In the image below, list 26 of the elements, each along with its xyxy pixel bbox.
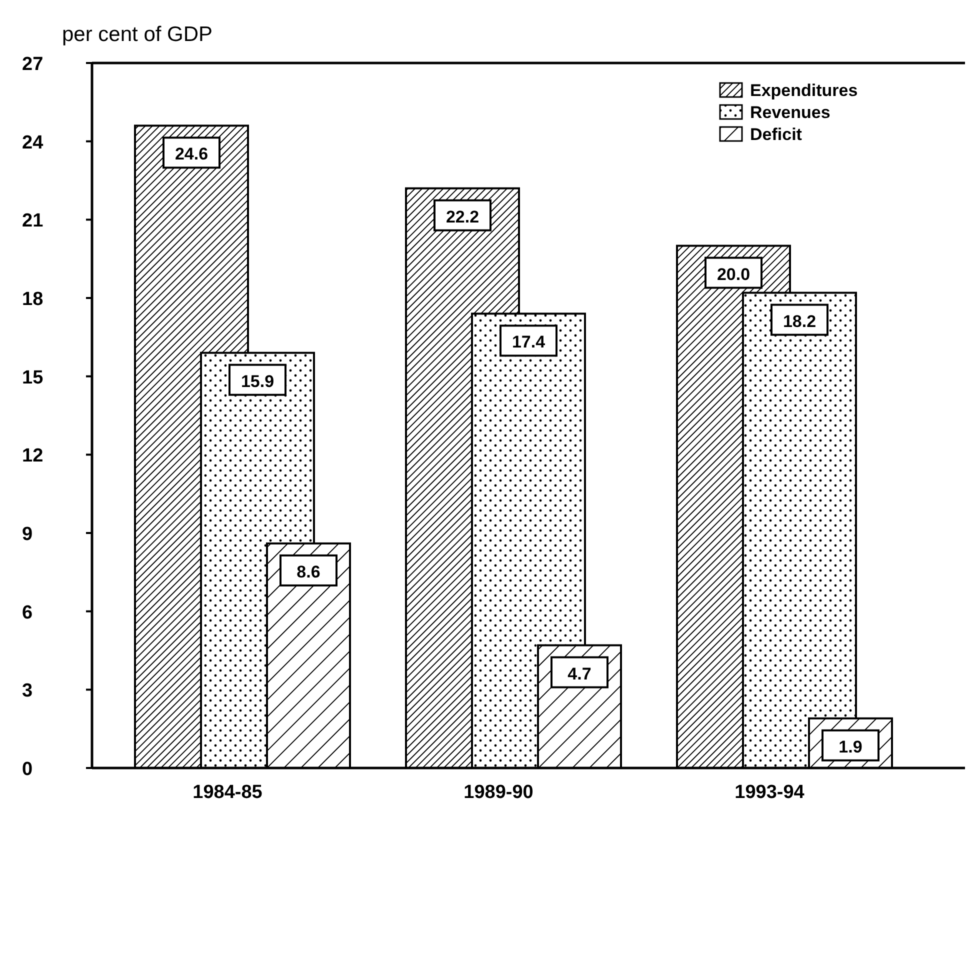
data-label: 24.6 (174, 144, 208, 164)
legend-label: Revenues (750, 103, 830, 122)
y-tick-label: 24 (22, 132, 44, 154)
data-label: 20.0 (716, 264, 750, 284)
y-tick-label: 21 (22, 210, 44, 232)
y-tick-label: 27 (22, 54, 44, 75)
data-label: 8.6 (296, 562, 320, 582)
x-tick-label: 1989-90 (464, 782, 534, 803)
y-tick-label: 18 (22, 289, 44, 310)
y-tick-label: 15 (22, 367, 44, 388)
y-tick-label: 0 (22, 759, 33, 780)
x-tick-label: 1993-94 (734, 782, 805, 803)
x-tick-label: 1984-85 (192, 782, 263, 803)
legend-label: Deficit (750, 125, 802, 144)
data-label: 17.4 (512, 332, 546, 352)
y-tick-label: 12 (22, 446, 44, 467)
data-label: 4.7 (568, 664, 592, 684)
y-axis-title: per cent of GDP (62, 23, 213, 46)
y-tick-label: 6 (22, 602, 33, 624)
data-label: 22.2 (446, 207, 480, 226)
y-tick-label: 9 (22, 524, 33, 545)
legend-label: Expenditures (750, 81, 858, 100)
data-label: 18.2 (782, 312, 816, 331)
data-label: 1.9 (838, 737, 862, 756)
data-label: 15.9 (240, 372, 274, 391)
y-tick-label: 3 (22, 680, 33, 702)
